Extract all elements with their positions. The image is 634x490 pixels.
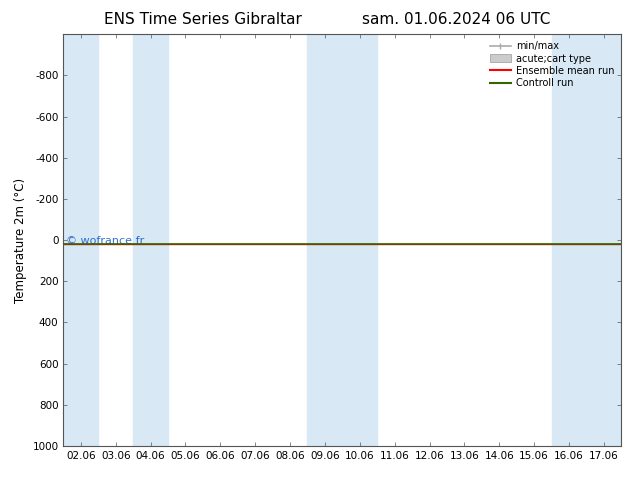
Bar (342, 34, 377, 446)
Text: sam. 01.06.2024 06 UTC: sam. 01.06.2024 06 UTC (362, 12, 551, 27)
Bar (63, 34, 98, 446)
Legend: min/max, acute;cart type, Ensemble mean run, Controll run: min/max, acute;cart type, Ensemble mean … (488, 39, 616, 90)
Y-axis label: Temperature 2m (°C): Temperature 2m (°C) (14, 177, 27, 303)
Text: ENS Time Series Gibraltar: ENS Time Series Gibraltar (104, 12, 302, 27)
Text: © wofrance.fr: © wofrance.fr (66, 236, 145, 246)
Bar (552, 34, 586, 446)
Bar (133, 34, 168, 446)
Bar (307, 34, 342, 446)
Bar (586, 34, 621, 446)
